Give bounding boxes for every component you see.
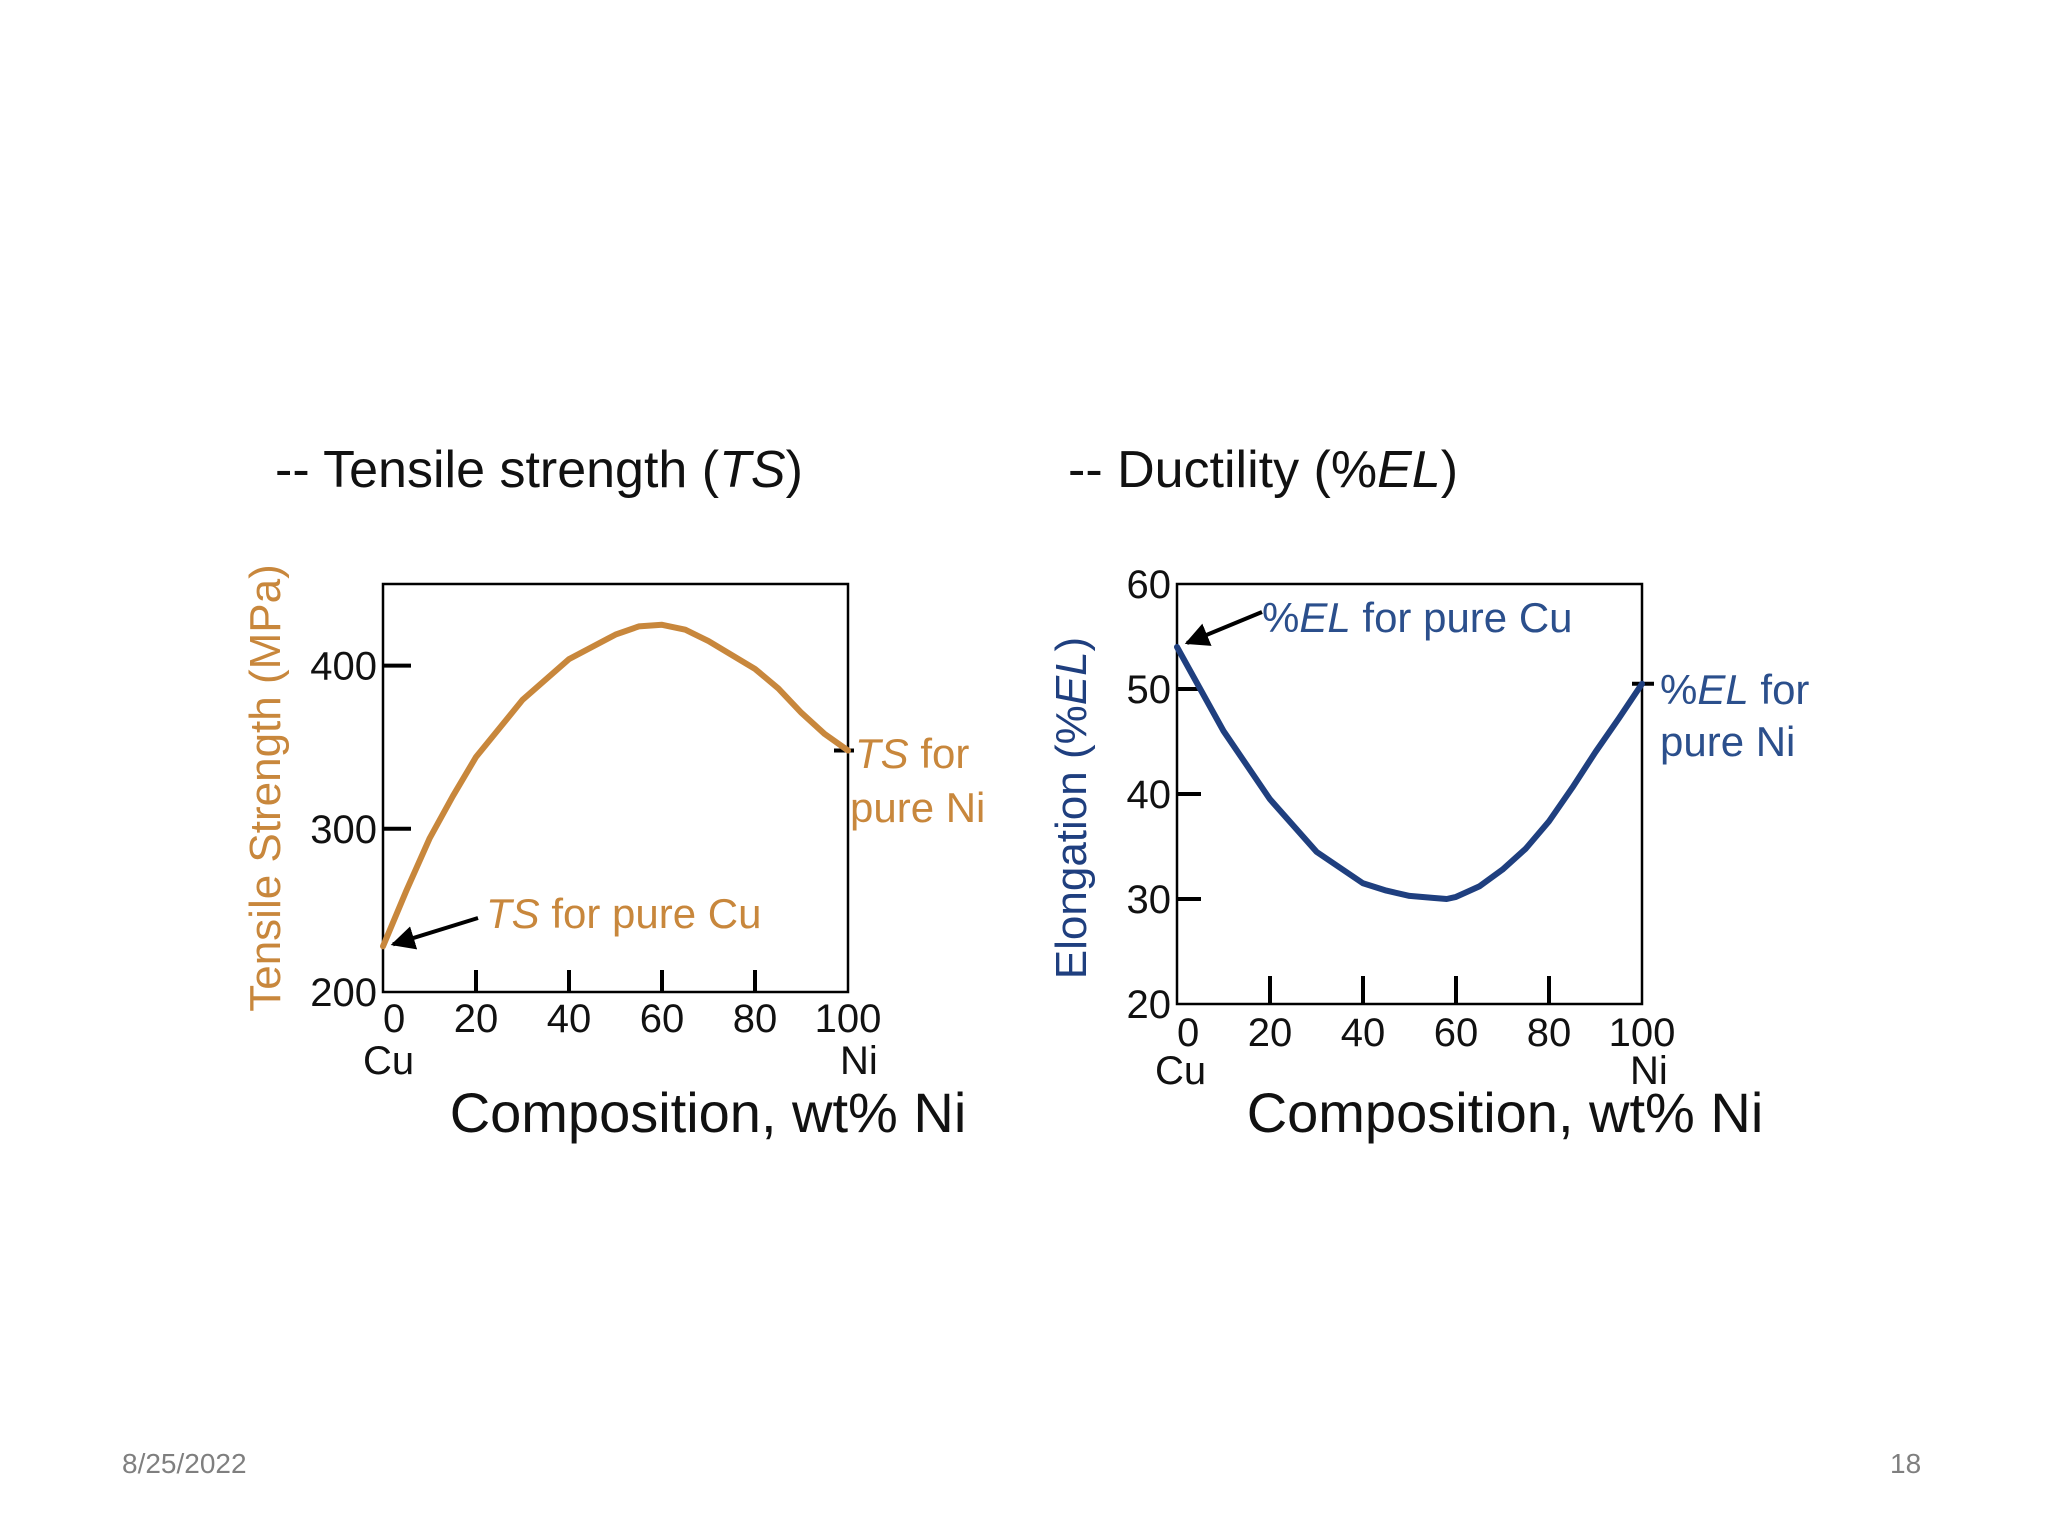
ts-y-tick-label: 300 [310, 808, 377, 852]
el-cu-arrow [1184, 610, 1263, 646]
el-y-tick-label: 20 [1127, 983, 1172, 1027]
ts-x-tick-label: 80 [733, 997, 778, 1041]
el-x-tick-label: 40 [1341, 1011, 1386, 1055]
page-number: 18 [1890, 1448, 1922, 1479]
ductility-chart: -- Ductility (%EL) Elongation (%EL) 20 30 40… [1047, 441, 1809, 1144]
footer-date: 8/25/2022 [122, 1448, 247, 1479]
ts-x-tick-label: 40 [547, 997, 592, 1041]
el-cu-annotation: %EL for pure Cu [1262, 594, 1573, 641]
el-x-axis-label: Composition, wt% Ni [1247, 1081, 1764, 1144]
el-ni-annotation-line2: pure Ni [1660, 718, 1795, 765]
ts-x-tick-label: 100 [815, 997, 882, 1041]
el-y-tick-label: 30 [1127, 878, 1172, 922]
el-ni-annotation-line1: %EL for [1660, 666, 1809, 713]
el-chart-heading: -- Ductility (%EL) [1068, 441, 1458, 499]
ts-series-line [380, 621, 851, 950]
ts-x-tick-label: 60 [640, 997, 685, 1041]
el-x-tick-label: 60 [1434, 1011, 1479, 1055]
el-y-tick-label: 40 [1127, 773, 1172, 817]
ts-y-tick-label: 400 [310, 645, 377, 689]
ts-chart-heading: -- Tensile strength (TS) [275, 441, 803, 499]
el-x-tick-label: 80 [1527, 1011, 1572, 1055]
ts-plot-frame [381, 582, 850, 994]
ts-cu-arrow [390, 916, 479, 950]
ts-y-axis-label: Tensile Strength (MPa) [241, 564, 290, 1012]
ts-x-end-label-cu: Cu [363, 1039, 414, 1083]
el-x-tick-label: 0 [1177, 1011, 1199, 1055]
el-y-tick-label: 50 [1127, 668, 1172, 712]
ts-x-tick-label: 0 [383, 997, 405, 1041]
el-y-tick-label: 60 [1127, 563, 1172, 607]
el-x-end-label-ni: Ni [1630, 1049, 1668, 1093]
ts-x-end-label-ni: Ni [840, 1039, 878, 1083]
tensile-strength-chart: -- Tensile strength (TS) Tensile Strength… [241, 441, 985, 1144]
ts-y-tick-label: 200 [310, 971, 377, 1015]
ts-ni-annotation-line1: TS for [855, 730, 969, 777]
ts-x-tick-label: 20 [454, 997, 499, 1041]
el-x-tick-label: 20 [1248, 1011, 1293, 1055]
el-x-tick-label: 100 [1609, 1011, 1676, 1055]
ts-cu-annotation: TS for pure Cu [486, 890, 761, 937]
el-series-line [1174, 644, 1645, 902]
el-plot-frame [1175, 582, 1644, 1006]
ts-x-axis-label: Composition, wt% Ni [450, 1081, 967, 1144]
el-x-end-label-cu: Cu [1155, 1049, 1206, 1093]
ts-ni-annotation-line2: pure Ni [850, 784, 985, 831]
el-y-axis-label: Elongation (%EL) [1047, 637, 1096, 979]
